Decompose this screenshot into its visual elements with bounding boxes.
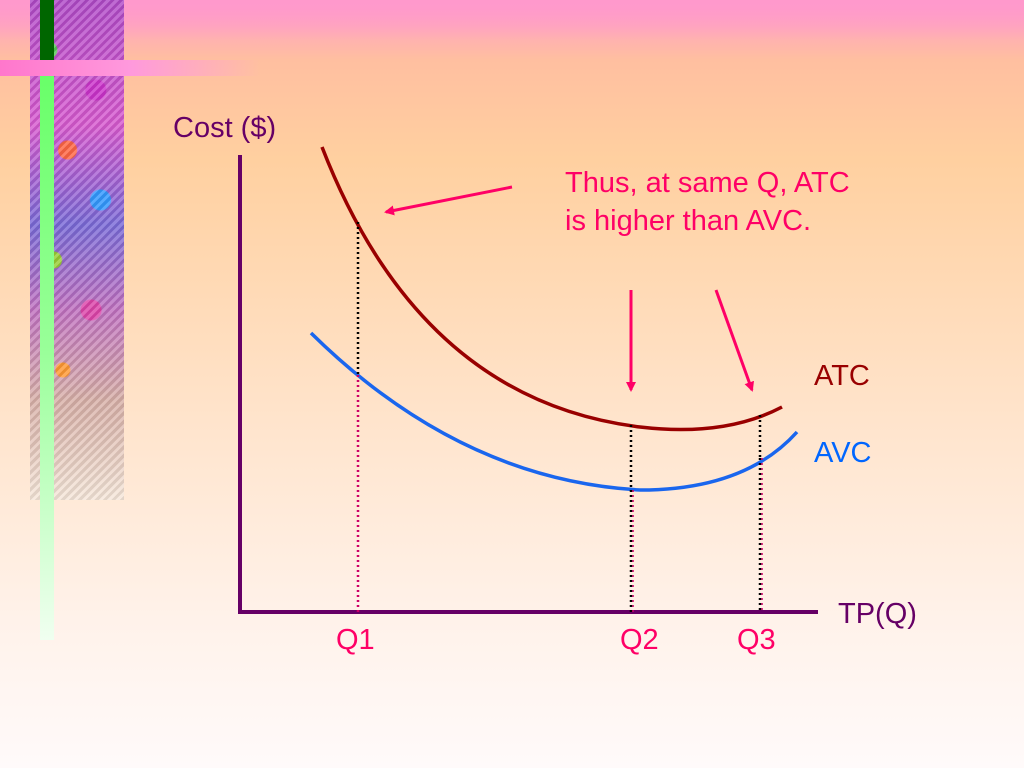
arrow-to-q3-atc xyxy=(714,289,754,392)
q2-label: Q2 xyxy=(620,624,659,656)
atc-curve-label: ATC xyxy=(814,360,870,392)
annotation-note: Thus, at same Q, ATC is higher than AVC. xyxy=(565,164,850,240)
x-axis-label: TP(Q) xyxy=(838,598,917,630)
decorative-green-bar xyxy=(40,60,54,640)
avc-curve xyxy=(309,331,799,492)
arrow-to-q1-atc xyxy=(384,185,513,216)
q3-label: Q3 xyxy=(737,624,776,656)
annotation-line-2: is higher than AVC. xyxy=(565,205,812,237)
annotation-line-1: Thus, at same Q, ATC xyxy=(565,167,850,199)
atc-curve xyxy=(320,146,783,432)
top-gradient-band xyxy=(0,0,1024,40)
avc-curve-label: AVC xyxy=(814,437,872,469)
q1-label: Q1 xyxy=(336,624,375,656)
decorative-green-bar-top xyxy=(40,0,54,60)
decorative-pink-bar xyxy=(0,60,260,76)
y-axis-label: Cost ($) xyxy=(173,112,277,144)
